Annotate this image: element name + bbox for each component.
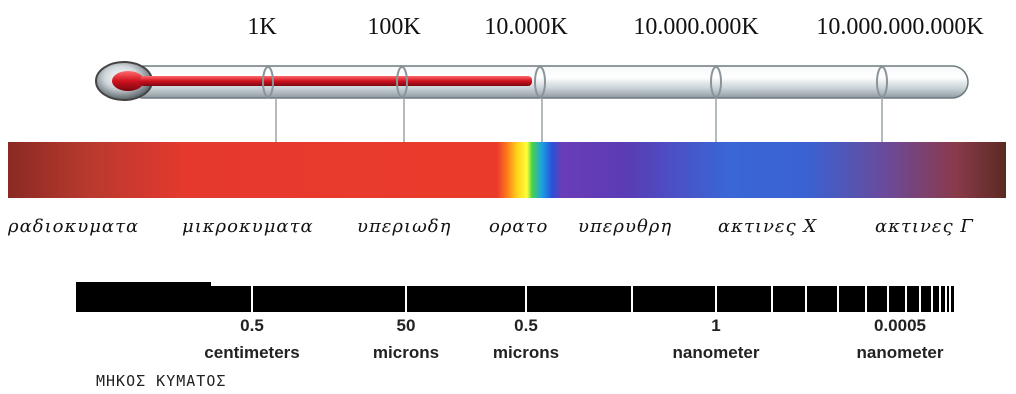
band-label-xrays: ακτινες Χ	[718, 216, 818, 237]
temp-label-10000000k: 10.000.000K	[633, 14, 759, 40]
wavelength-value: 0.0005	[874, 316, 926, 335]
tube-ring	[534, 66, 546, 98]
wavelength-unit: nanometer	[856, 343, 944, 362]
wavelength-unit: microns	[372, 343, 440, 362]
temp-label-1k: 1K	[247, 14, 277, 40]
band-label-microwave: μικροκυματα	[182, 216, 314, 237]
ruler-bar-cap	[76, 282, 211, 288]
temp-label-10000000000k: 10.000.000.000K	[816, 14, 984, 40]
mercury-bulb	[112, 71, 144, 91]
tube-ring	[876, 66, 888, 98]
wavelength-unit: centimeters	[204, 343, 300, 362]
temp-label-100k: 100K	[367, 14, 421, 40]
band-label-radio: ραδιοκυματα	[8, 216, 140, 237]
ruler-bar	[76, 286, 954, 312]
ruler-dividers	[251, 286, 951, 312]
tube-ring	[262, 66, 274, 98]
wavelength-axis-title: ΜΗΚΟΣ ΚΥΜΑΤΟΣ	[96, 372, 227, 390]
wavelength-unit: microns	[492, 343, 560, 362]
band-label-visible: ορατο	[489, 216, 549, 237]
tube-ring	[396, 66, 408, 98]
thermometer	[95, 61, 969, 101]
mercury-column	[140, 76, 532, 86]
band-label-infrared: υπερυθρη	[578, 216, 673, 237]
wavelength-unit: nanometer	[672, 343, 760, 362]
band-label-gamma: ακτινες Γ	[875, 216, 974, 237]
wavelength-value: 1	[711, 316, 721, 335]
spectrum-band	[8, 142, 1006, 198]
connector-lines	[275, 98, 883, 142]
wavelength-ruler	[76, 282, 954, 312]
wavelength-value: 0.5	[514, 316, 538, 335]
temp-label-10000k: 10.000K	[484, 14, 568, 40]
tube-ring	[710, 66, 722, 98]
wavelength-value: 50	[396, 316, 416, 335]
wavelength-value: 0.5	[240, 316, 264, 335]
band-label-ultraviolet: υπεριωδη	[357, 216, 452, 237]
